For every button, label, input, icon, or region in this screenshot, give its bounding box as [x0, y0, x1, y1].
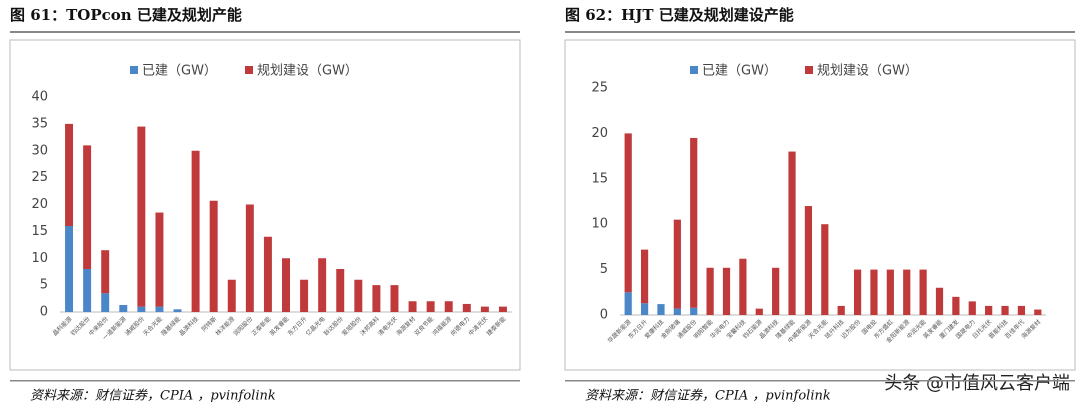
bar — [624, 292, 632, 315]
bar — [657, 304, 665, 315]
bar — [690, 137, 698, 308]
x-tick-label: 捷泰新能 — [485, 315, 508, 338]
bar — [426, 301, 435, 312]
chart-frame — [9, 39, 521, 371]
bar — [755, 308, 763, 315]
bar — [640, 303, 649, 315]
bar — [65, 226, 74, 312]
y-tick-label: 0 — [40, 305, 48, 320]
bar — [372, 285, 381, 312]
bar — [804, 206, 813, 315]
source-note: 资料来源：财信证券，CPIA ，pvinfolink — [585, 389, 831, 404]
bar — [155, 212, 164, 307]
bar — [318, 258, 327, 312]
bar — [101, 293, 110, 312]
bar — [444, 301, 453, 312]
bar — [690, 307, 698, 315]
bar — [209, 200, 218, 312]
bar — [408, 301, 417, 312]
bar — [853, 269, 862, 315]
bar — [722, 267, 731, 315]
legend-label: 已建（GW） — [702, 64, 777, 79]
legend-label: 规划建设（GW） — [257, 64, 358, 79]
y-tick-label: 25 — [591, 81, 608, 96]
bar — [336, 269, 345, 312]
y-tick-label: 10 — [31, 251, 48, 266]
bar — [354, 279, 363, 312]
y-tick-label: 10 — [591, 217, 608, 232]
bar — [1017, 305, 1026, 315]
bar — [870, 269, 878, 315]
source-rule — [10, 380, 520, 382]
chart-frame — [564, 39, 1076, 371]
bar — [952, 296, 960, 315]
bar — [1001, 305, 1009, 315]
legend-swatch — [805, 66, 813, 74]
bar — [83, 269, 92, 312]
bar — [101, 250, 110, 294]
bar — [137, 306, 146, 312]
bar — [227, 279, 236, 312]
legend-swatch — [245, 66, 253, 74]
bar — [119, 305, 128, 312]
bar — [480, 306, 489, 312]
chart-title: 图 62：HJT 已建及规划建设产能 — [565, 6, 794, 24]
bar — [282, 258, 290, 312]
legend-swatch — [130, 66, 138, 74]
legend-label: 规划建设（GW） — [817, 64, 918, 79]
y-tick-label: 20 — [591, 126, 608, 141]
bar — [788, 151, 796, 315]
bar — [137, 126, 146, 307]
title-rule — [10, 31, 520, 33]
y-tick-label: 0 — [600, 308, 608, 323]
bar — [300, 279, 309, 312]
bar — [903, 269, 911, 315]
source-note: 资料来源：财信证券，CPIA ，pvinfolink — [30, 389, 276, 404]
x-tick-label: 华晟新能源 — [606, 318, 633, 345]
bar — [191, 150, 200, 312]
legend-label: 已建（GW） — [142, 64, 217, 79]
y-tick-label: 15 — [31, 224, 48, 239]
legend-swatch — [690, 66, 698, 74]
bar — [886, 269, 894, 315]
y-tick-label: 15 — [591, 171, 608, 186]
y-tick-label: 20 — [31, 197, 48, 212]
y-tick-label: 5 — [40, 278, 48, 293]
y-tick-label: 25 — [31, 170, 48, 185]
bar — [673, 308, 681, 315]
y-tick-label: 5 — [600, 262, 608, 277]
bar — [640, 249, 649, 304]
source-rule — [565, 380, 1075, 382]
y-tick-label: 30 — [31, 143, 48, 158]
bar — [462, 303, 471, 312]
bar — [919, 269, 927, 315]
watermark: 头条 @市值风云客户端 — [884, 373, 1070, 394]
bar — [498, 306, 507, 312]
bar — [65, 123, 74, 226]
bar — [1034, 309, 1042, 315]
y-tick-label: 35 — [31, 116, 48, 131]
bar — [245, 204, 254, 312]
bar — [263, 236, 272, 312]
bar — [821, 224, 829, 315]
bar — [968, 301, 976, 315]
bar — [624, 133, 632, 293]
x-tick-label: 晶澳科技 — [177, 315, 200, 338]
bar — [772, 267, 780, 315]
bar — [173, 309, 182, 312]
bar — [390, 285, 399, 312]
bar — [985, 305, 993, 315]
title-rule — [565, 31, 1075, 33]
bar — [83, 145, 92, 269]
bar — [837, 305, 845, 315]
bar — [739, 258, 747, 315]
bar — [935, 287, 944, 315]
bar — [706, 267, 714, 315]
y-tick-label: 40 — [31, 90, 48, 105]
bar — [673, 219, 681, 309]
chart-title: 图 61：TOPcon 已建及规划产能 — [10, 6, 242, 24]
bar — [155, 306, 164, 312]
